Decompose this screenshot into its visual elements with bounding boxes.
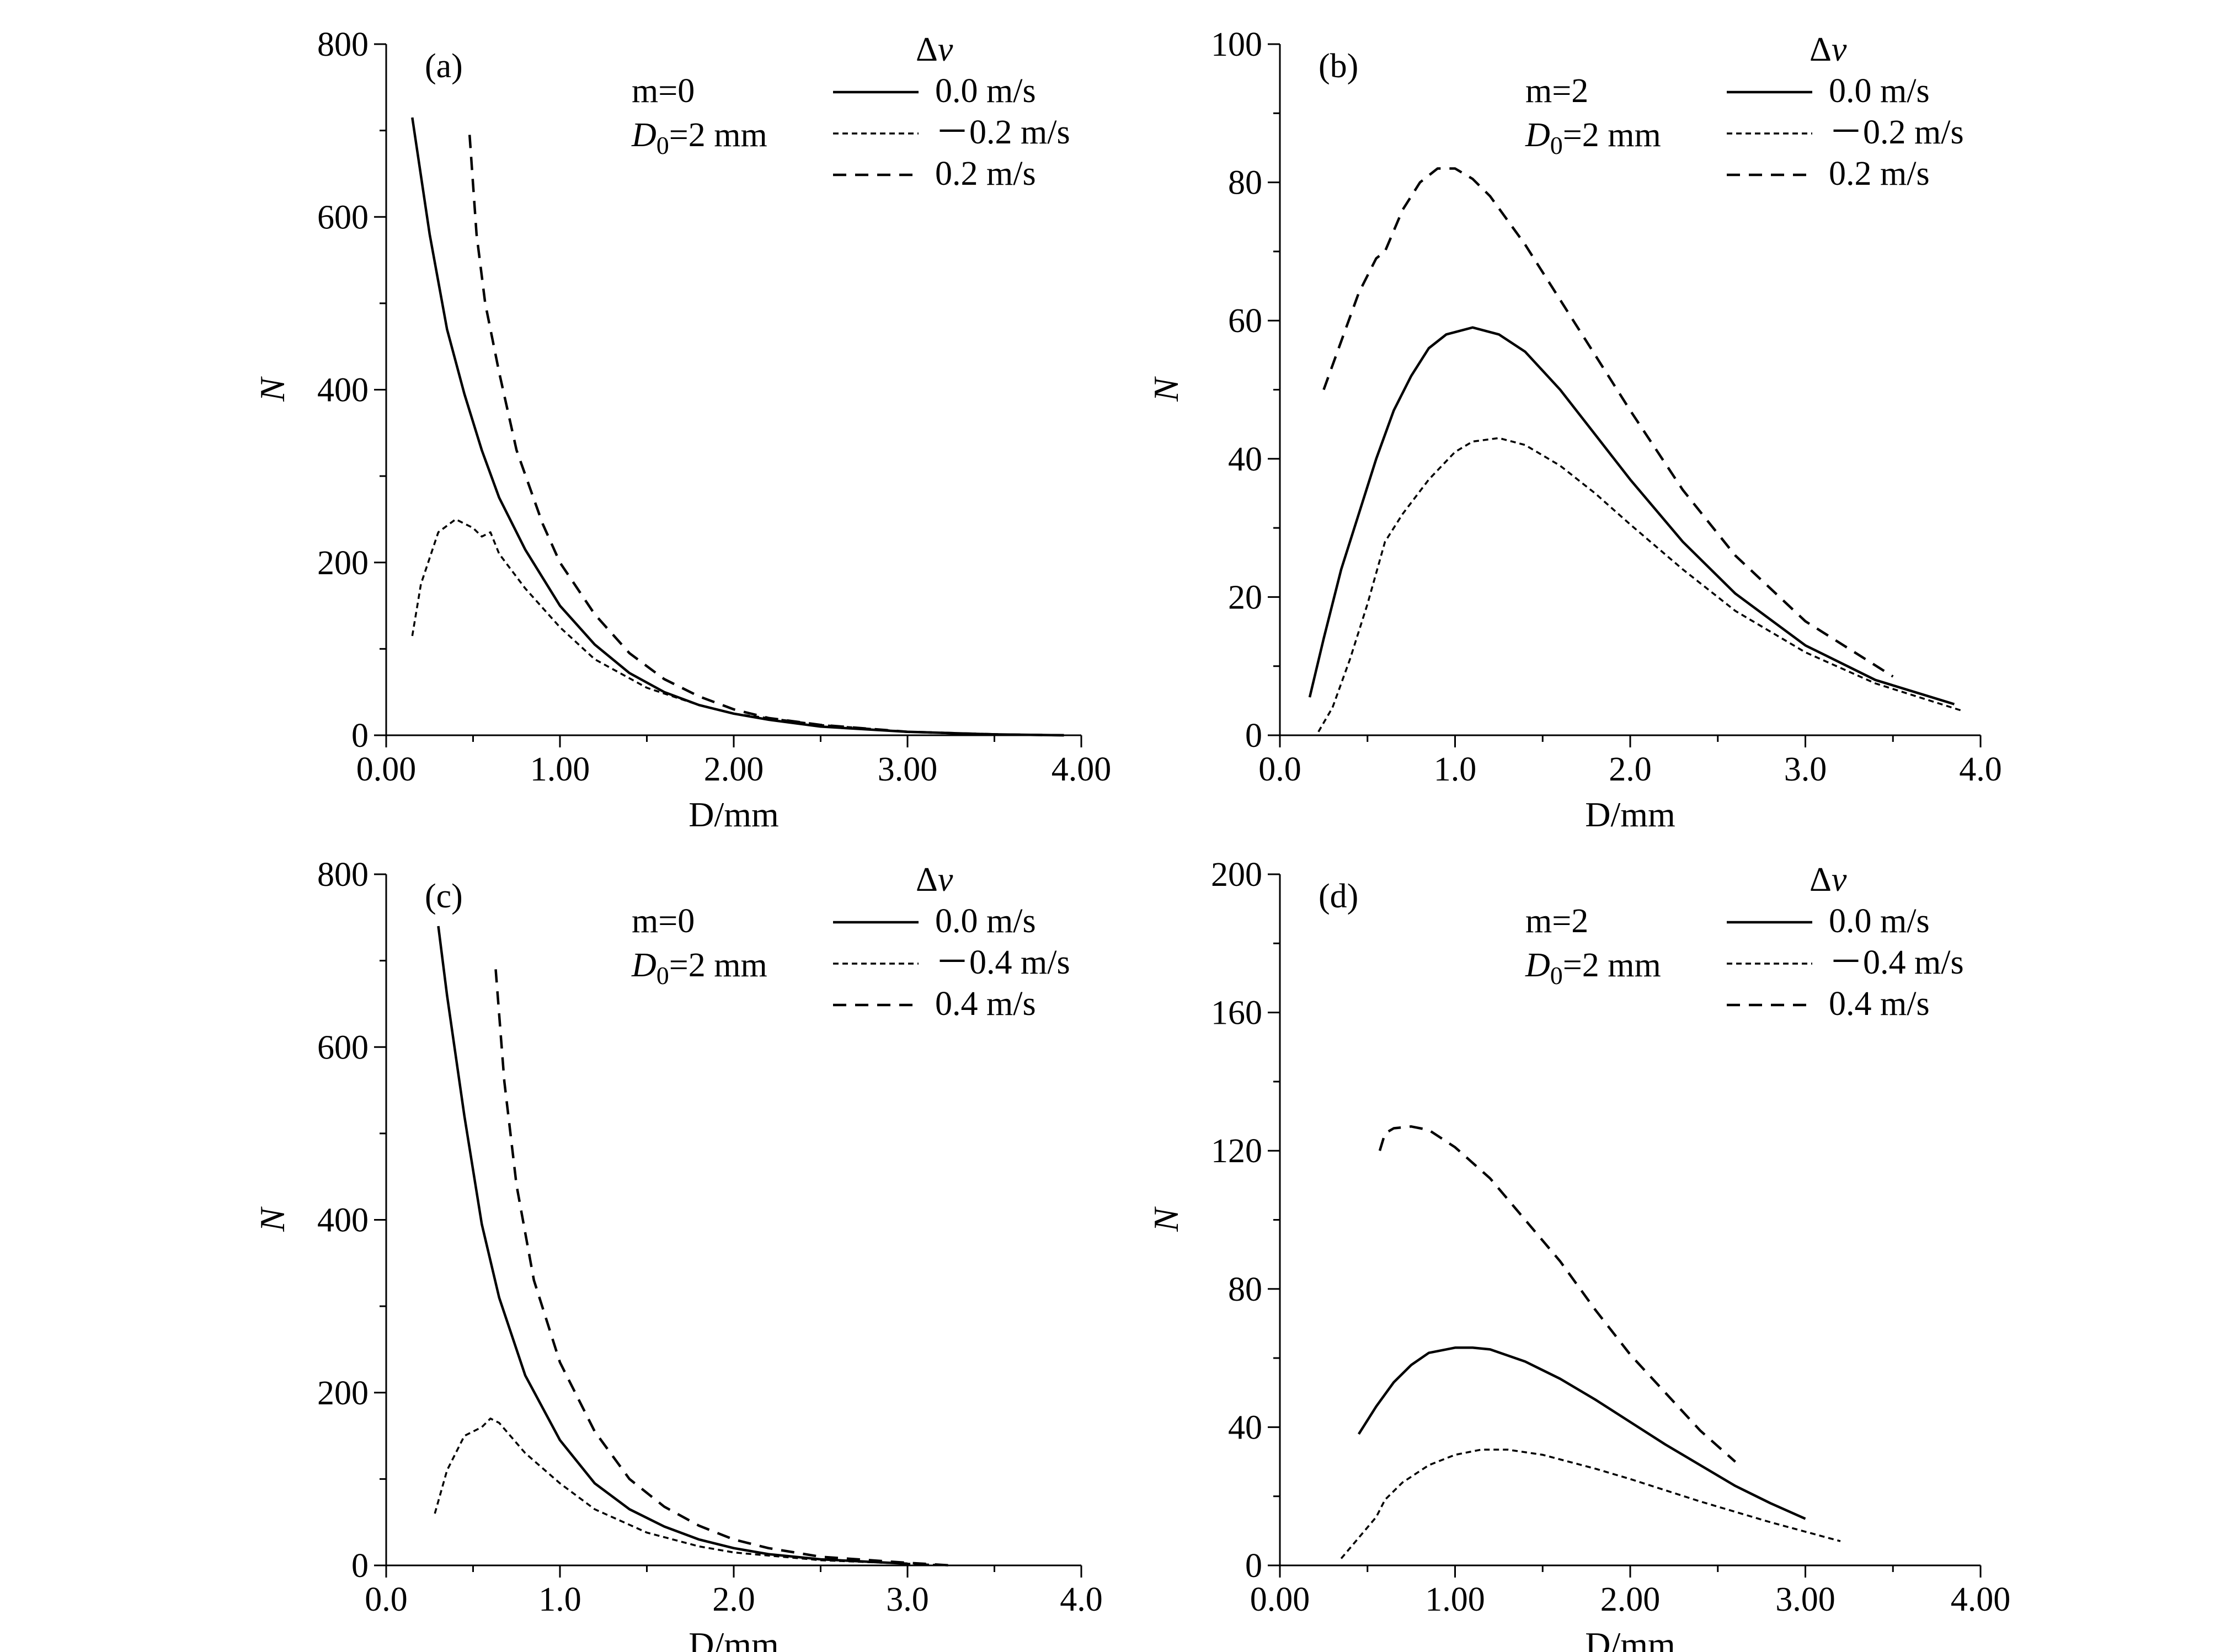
param-m: m=0 bbox=[632, 902, 695, 940]
series-line-solid bbox=[437, 926, 908, 1565]
y-tick-label: 160 bbox=[1211, 995, 1262, 1032]
y-tick-label: 200 bbox=[1211, 856, 1262, 894]
y-tick-label: 0 bbox=[1245, 1547, 1262, 1585]
series-line-dotted bbox=[1340, 1448, 1841, 1559]
y-tick-label: 800 bbox=[317, 856, 369, 894]
legend-entry: 0.0 m/s bbox=[1829, 902, 1930, 940]
legend-entry: 0.2 m/s bbox=[935, 155, 1036, 193]
y-axis-title: N bbox=[253, 1206, 292, 1232]
series-line-dashed bbox=[494, 969, 951, 1567]
legend-title: Δv bbox=[916, 31, 953, 68]
y-tick-label: 20 bbox=[1228, 579, 1262, 616]
series-line-dotted bbox=[434, 1417, 951, 1567]
y-tick-label: 400 bbox=[317, 1202, 369, 1239]
x-tick-label: 2.0 bbox=[1609, 751, 1652, 788]
x-tick-label: 4.0 bbox=[1959, 751, 2002, 788]
y-axis-title: N bbox=[1146, 1206, 1186, 1232]
x-tick-label: 2.00 bbox=[704, 751, 764, 788]
chart-panel-3: 0 200 400 600 800 0.0 1.0 2.0 3.0 4.0 D/mm N (c) m=0 D… bbox=[253, 856, 1103, 1652]
series-line-dashed bbox=[1378, 1125, 1736, 1463]
legend-title: Δv bbox=[1810, 31, 1847, 68]
x-tick-label: 1.00 bbox=[1425, 1581, 1485, 1618]
x-tick-label: 2.0 bbox=[712, 1581, 755, 1618]
y-axis-title: N bbox=[253, 376, 292, 402]
legend-title: Δv bbox=[1810, 861, 1847, 899]
legend-title: Δv bbox=[916, 861, 953, 899]
x-axis-title: D/mm bbox=[688, 1625, 779, 1652]
y-tick-label: 40 bbox=[1228, 1409, 1262, 1446]
legend-entry: －0.4 m/s bbox=[1829, 944, 1964, 981]
x-tick-label: 3.0 bbox=[886, 1581, 929, 1618]
x-axis-title: D/mm bbox=[1585, 1625, 1675, 1652]
y-tick-label: 100 bbox=[1211, 26, 1262, 63]
series-line-dashed bbox=[468, 135, 1064, 737]
y-tick-label: 800 bbox=[317, 26, 369, 63]
series-line-solid bbox=[1308, 326, 1955, 705]
y-axis-title: N bbox=[1146, 376, 1186, 402]
legend-entry: 0.0 m/s bbox=[935, 902, 1036, 940]
x-axis-title: D/mm bbox=[688, 795, 779, 834]
y-tick-label: 120 bbox=[1211, 1132, 1262, 1170]
legend-entry: －0.2 m/s bbox=[1829, 114, 1964, 151]
x-tick-label: 3.00 bbox=[878, 751, 938, 788]
series-line-solid bbox=[1357, 1346, 1806, 1520]
x-tick-label: 0.0 bbox=[1258, 751, 1301, 788]
panel-label: (a) bbox=[425, 47, 463, 85]
legend-entry: －0.4 m/s bbox=[935, 944, 1070, 981]
x-tick-label: 2.00 bbox=[1600, 1581, 1661, 1618]
y-tick-label: 60 bbox=[1228, 302, 1262, 340]
legend-entry: 0.2 m/s bbox=[1829, 155, 1930, 193]
x-tick-label: 0.00 bbox=[356, 751, 417, 788]
y-tick-label: 400 bbox=[317, 372, 369, 409]
chart-panel-2: 0 20 40 60 80 100 0.0 1.0 2.0 3.0 4.0 D/mm N (b) m=2 D0… bbox=[1146, 26, 2002, 834]
legend-entry: 0.4 m/s bbox=[1829, 985, 1930, 1023]
x-tick-label: 4.0 bbox=[1060, 1581, 1103, 1618]
series-line-dotted bbox=[1317, 437, 1963, 733]
param-d0: D0=2 mm bbox=[631, 116, 767, 159]
y-tick-label: 0 bbox=[351, 717, 369, 755]
x-axis-title: D/mm bbox=[1585, 795, 1675, 834]
x-tick-label: 1.0 bbox=[1434, 751, 1477, 788]
x-tick-label: 0.0 bbox=[365, 1581, 408, 1618]
y-tick-label: 80 bbox=[1228, 1271, 1262, 1308]
y-tick-label: 200 bbox=[317, 1375, 369, 1412]
y-tick-label: 80 bbox=[1228, 164, 1262, 202]
param-m: m=2 bbox=[1525, 902, 1588, 940]
y-tick-label: 600 bbox=[317, 1029, 369, 1066]
x-tick-label: 1.0 bbox=[538, 1581, 581, 1618]
series-line-dotted bbox=[411, 518, 1064, 736]
param-m: m=0 bbox=[632, 72, 695, 110]
y-tick-label: 200 bbox=[317, 544, 369, 582]
param-m: m=2 bbox=[1525, 72, 1588, 110]
series-line-solid bbox=[411, 117, 1064, 737]
param-d0: D0=2 mm bbox=[1525, 947, 1661, 990]
y-tick-label: 0 bbox=[1245, 717, 1262, 755]
param-d0: D0=2 mm bbox=[1525, 116, 1661, 159]
panel-label: (c) bbox=[425, 878, 463, 915]
chart-panel-1: 0 200 400 600 800 0.00 1.00 2.00 3.00 4.00 D/mm N (a… bbox=[253, 26, 1111, 834]
x-tick-label: 4.00 bbox=[1951, 1581, 2011, 1618]
legend-entry: 0.0 m/s bbox=[935, 72, 1036, 110]
panel-label: (d) bbox=[1319, 878, 1358, 915]
param-d0: D0=2 mm bbox=[631, 947, 767, 990]
y-tick-label: 40 bbox=[1228, 441, 1262, 478]
x-tick-label: 1.00 bbox=[530, 751, 590, 788]
x-tick-label: 0.00 bbox=[1250, 1581, 1310, 1618]
x-tick-label: 3.0 bbox=[1784, 751, 1827, 788]
y-tick-label: 0 bbox=[351, 1547, 369, 1585]
panel-label: (b) bbox=[1319, 47, 1358, 85]
y-tick-label: 600 bbox=[317, 199, 369, 236]
legend-entry: 0.4 m/s bbox=[935, 985, 1036, 1023]
legend-entry: －0.2 m/s bbox=[935, 114, 1070, 151]
series-line-dashed bbox=[1322, 167, 1894, 678]
x-tick-label: 3.00 bbox=[1775, 1581, 1835, 1618]
x-tick-label: 4.00 bbox=[1052, 751, 1112, 788]
chart-panel-4: 0 40 80 120 160 200 0.00 1.00 2.00 3.00 4.00 D/mm N (… bbox=[1146, 856, 2010, 1652]
legend-entry: 0.0 m/s bbox=[1829, 72, 1930, 110]
